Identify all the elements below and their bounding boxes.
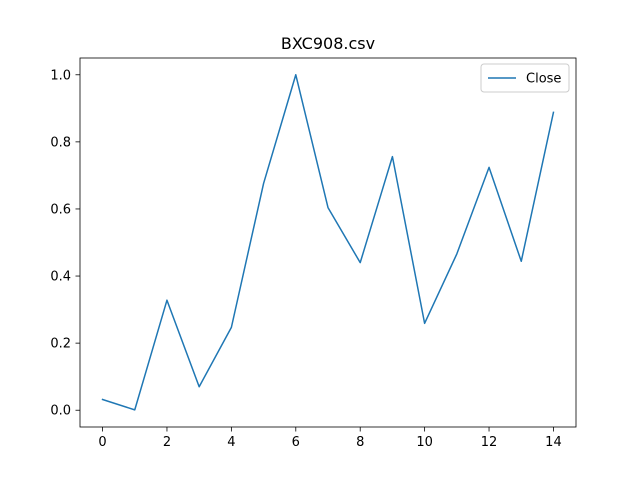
- y-tick-label: 0.8: [50, 135, 71, 150]
- axes: 0 2 4 6 8 10 12 14 0.0 0.2 0.4 0.6 0.8 1.0: [50, 57, 577, 450]
- legend-box: [480, 63, 570, 93]
- x-tick-label: 10: [416, 435, 433, 450]
- x-tick-label: 12: [481, 435, 498, 450]
- axes-frame: [79, 57, 577, 428]
- x-tick-label: 6: [292, 435, 300, 450]
- x-tick-label: 8: [356, 435, 364, 450]
- y-tick-label: 0.6: [50, 202, 71, 217]
- plot-area: [101, 74, 555, 411]
- y-tick-label: 0.0: [50, 404, 71, 419]
- legend-label: Close: [526, 72, 561, 87]
- legend: Close: [480, 63, 570, 93]
- chart-title: BXC908.csv: [281, 34, 375, 53]
- x-tick-label: 4: [227, 435, 235, 450]
- series-line-close: [101, 74, 555, 411]
- y-tick-label: 1.0: [50, 68, 71, 83]
- x-tick-label: 14: [545, 435, 562, 450]
- x-tick-label: 0: [98, 435, 106, 450]
- y-tick-label: 0.4: [50, 270, 71, 285]
- x-tick-label: 2: [163, 435, 171, 450]
- y-tick-label: 0.2: [50, 337, 71, 352]
